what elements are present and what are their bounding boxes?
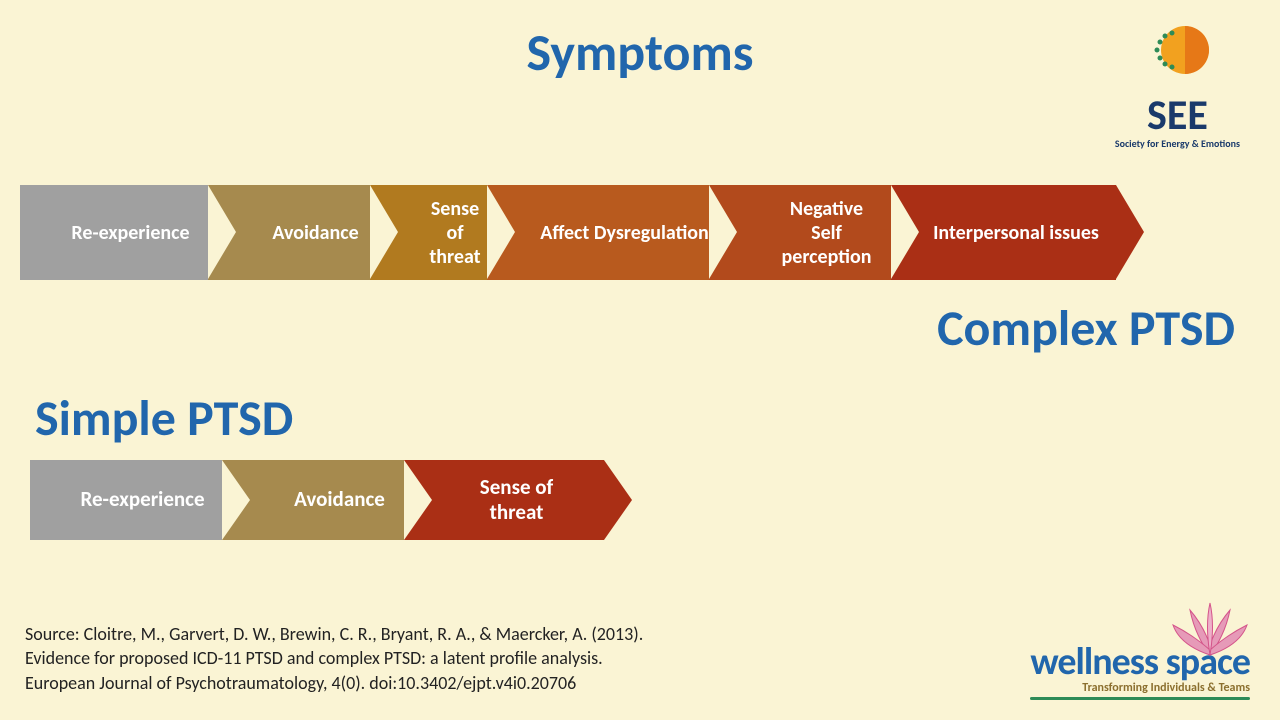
chevron-step: NegativeSelfperception — [709, 185, 919, 280]
wellness-logo-underline — [1030, 697, 1250, 700]
source-line: Evidence for proposed ICD-11 PTSD and co… — [25, 646, 643, 670]
source-line: European Journal of Psychotraumatology, … — [25, 671, 643, 695]
chevron-step: Sense ofthreat — [404, 460, 604, 540]
see-logo-subtitle: Society for Energy & Emotions — [1115, 137, 1240, 150]
see-sun-icon — [1137, 10, 1217, 90]
chevron-step: Re-experience — [20, 185, 236, 280]
wellness-logo: wellness space Transforming Individuals … — [1030, 645, 1250, 700]
source-line: Source: Cloitre, M., Garvert, D. W., Bre… — [25, 622, 643, 646]
see-logo: SEE Society for Energy & Emotions — [1115, 10, 1240, 150]
source-citation: Source: Cloitre, M., Garvert, D. W., Bre… — [25, 622, 643, 695]
complex-ptsd-row: Re-experienceAvoidanceSenseofthreatAffec… — [20, 185, 1116, 280]
simple-ptsd-row: Re-experienceAvoidanceSense ofthreat — [30, 460, 604, 540]
chevron-step: Re-experience — [30, 460, 250, 540]
chevron-step: Avoidance — [222, 460, 432, 540]
lotus-icon — [1165, 595, 1255, 670]
chevron-step: Affect Dysregulation — [487, 185, 737, 280]
simple-ptsd-label: Simple PTSD — [35, 388, 293, 449]
see-logo-text: SEE — [1115, 95, 1240, 137]
complex-ptsd-label: Complex PTSD — [937, 298, 1235, 359]
chevron-step: Interpersonal issues — [891, 185, 1116, 280]
page-title: Symptoms — [527, 20, 754, 84]
